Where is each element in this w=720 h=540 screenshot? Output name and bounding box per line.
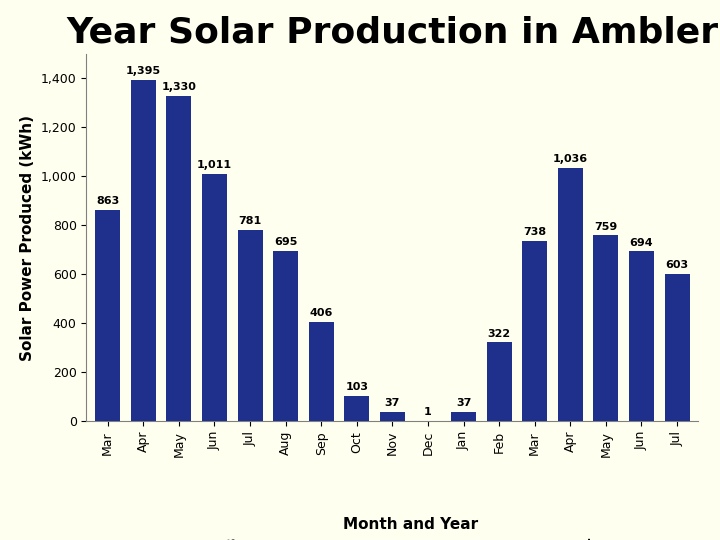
Bar: [166, 96, 192, 421]
Text: 103: 103: [346, 382, 369, 393]
Bar: [593, 235, 618, 421]
Text: 781: 781: [238, 217, 261, 226]
Bar: [95, 210, 120, 421]
Text: Month and Year: Month and Year: [343, 517, 478, 532]
Text: 1,395: 1,395: [126, 66, 161, 76]
Bar: [273, 251, 298, 421]
Text: 1: 1: [424, 407, 432, 417]
Text: 322: 322: [487, 329, 510, 339]
Text: 694: 694: [630, 238, 653, 248]
Text: 695: 695: [274, 238, 297, 247]
Bar: [131, 80, 156, 421]
Text: 2013: 2013: [225, 535, 239, 540]
Bar: [344, 396, 369, 421]
Text: 1,036: 1,036: [553, 154, 588, 164]
Bar: [380, 412, 405, 421]
Bar: [238, 230, 263, 421]
Text: 37: 37: [456, 399, 472, 408]
Bar: [665, 274, 690, 421]
Bar: [309, 322, 333, 421]
Text: 1,011: 1,011: [197, 160, 232, 170]
Bar: [558, 167, 582, 421]
Text: 863: 863: [96, 196, 120, 206]
Text: 738: 738: [523, 227, 546, 237]
Bar: [451, 412, 476, 421]
Bar: [202, 174, 227, 421]
Bar: [522, 240, 547, 421]
Title: Year Solar Production in Ambler: Year Solar Production in Ambler: [66, 16, 719, 50]
Text: 406: 406: [310, 308, 333, 318]
Y-axis label: Solar Power Produced (kWh): Solar Power Produced (kWh): [20, 114, 35, 361]
Bar: [487, 342, 512, 421]
Text: 1,330: 1,330: [161, 82, 197, 92]
Text: 37: 37: [384, 399, 400, 408]
Bar: [629, 251, 654, 421]
Text: 2014: 2014: [581, 535, 595, 540]
Text: 759: 759: [594, 222, 618, 232]
Text: 603: 603: [665, 260, 688, 270]
